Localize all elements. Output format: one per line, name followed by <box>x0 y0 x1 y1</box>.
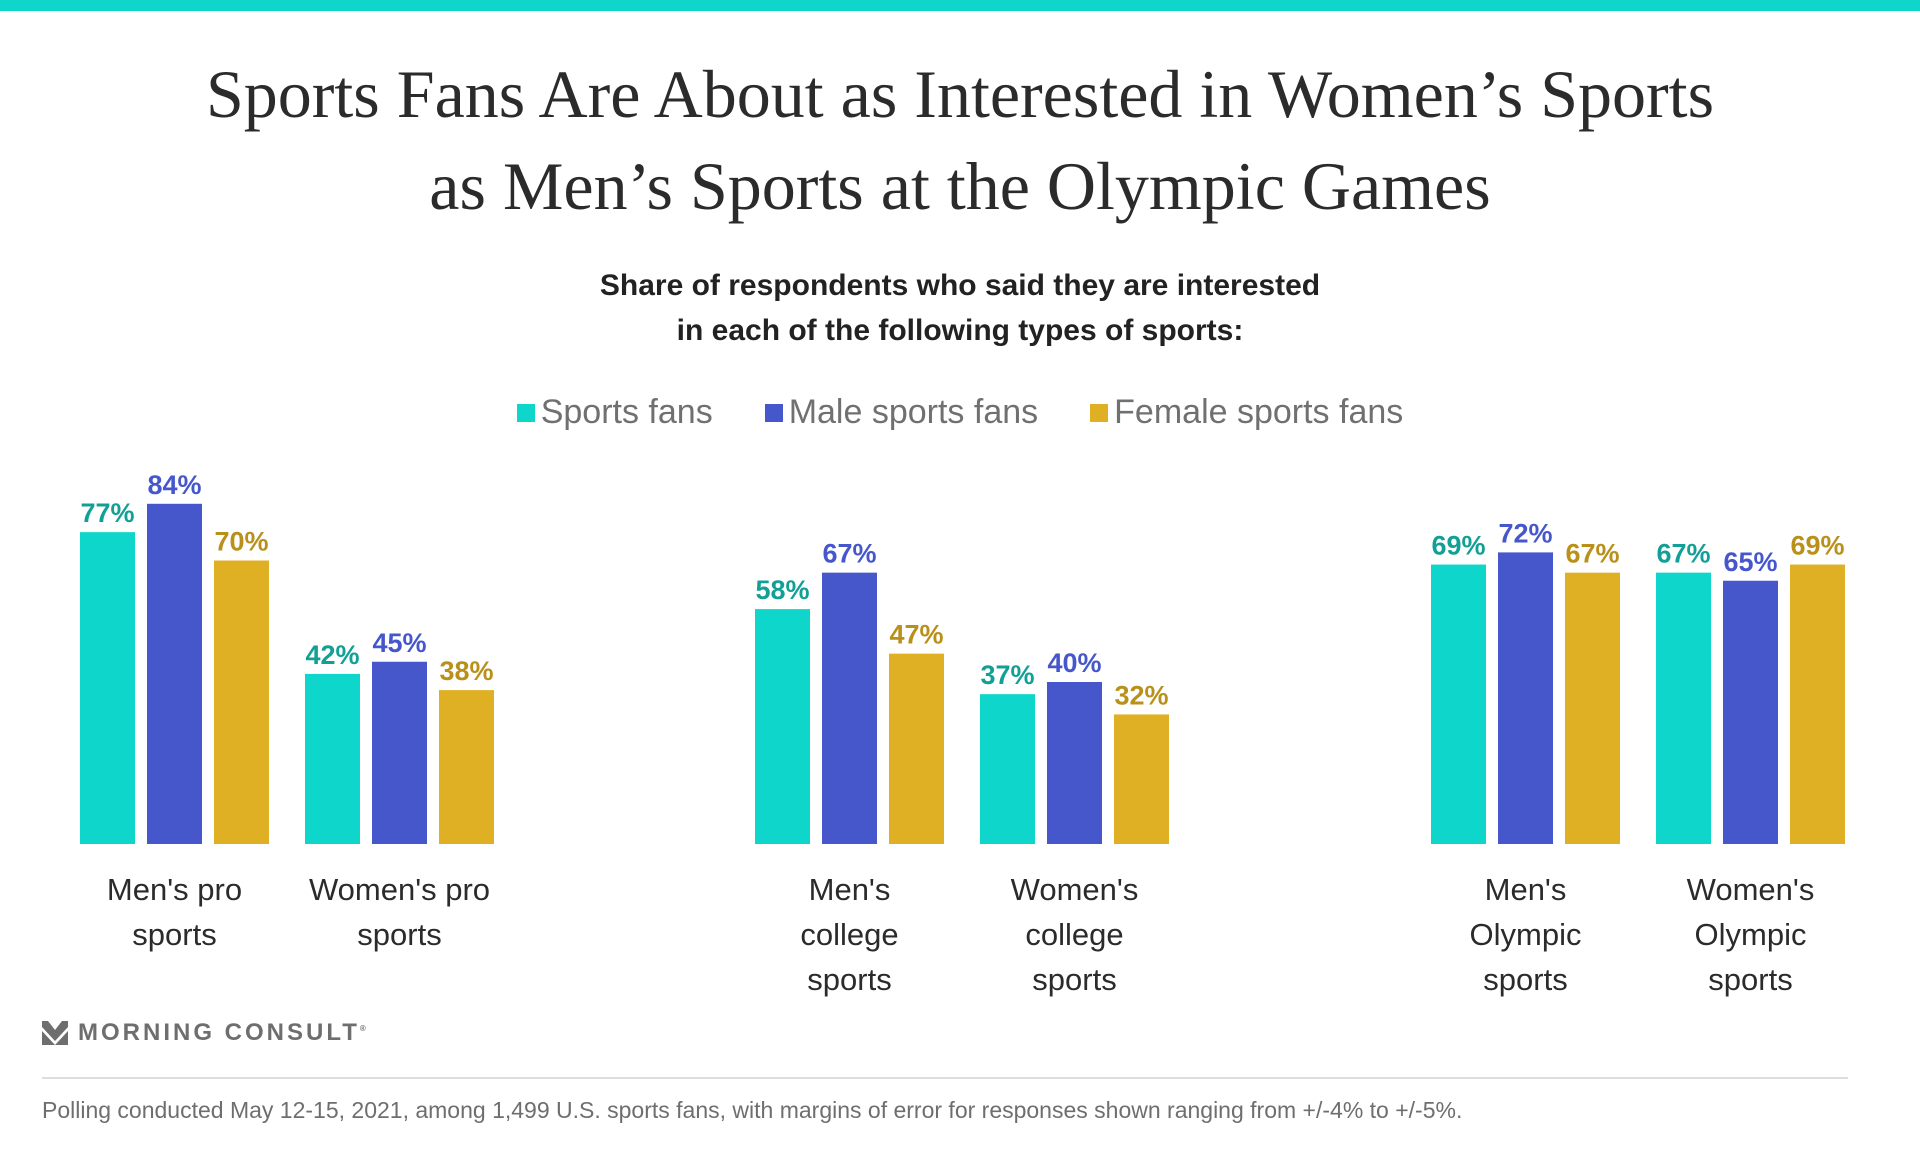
bar-group: 37% 40% 32% Women's college sports <box>980 648 1169 997</box>
category-label: Men's <box>809 872 891 907</box>
legend-swatch-male-sports-fans <box>764 403 783 422</box>
data-label: 69% <box>1790 531 1844 561</box>
morning-consult-logo-icon <box>42 1021 68 1045</box>
bar <box>980 694 1035 844</box>
category-label: Women's <box>1011 872 1139 907</box>
category-label: Men's pro <box>107 872 242 907</box>
data-label: 72% <box>1498 518 1552 548</box>
bar-group: 67% 65% 69% Women's Olympic sports <box>1656 531 1845 997</box>
data-label: 69% <box>1431 531 1485 561</box>
category-label: sports <box>1483 962 1567 997</box>
legend-swatch-female-sports-fans <box>1090 403 1109 422</box>
data-label: 32% <box>1114 680 1168 710</box>
category-label: Olympic <box>1470 917 1582 952</box>
footnote: Polling conducted May 12-15, 2021, among… <box>42 1097 1463 1123</box>
bar <box>1790 564 1845 844</box>
data-label: 58% <box>755 575 809 605</box>
legend-label: Male sports fans <box>788 393 1039 431</box>
data-label: 37% <box>980 660 1034 690</box>
data-label: 38% <box>439 656 493 686</box>
data-label: 40% <box>1047 648 1101 678</box>
top-accent-bar <box>0 0 1920 11</box>
bar-group: 77% 84% 70% Men's pro sports <box>80 470 269 952</box>
data-label: 67% <box>1656 539 1710 569</box>
bar <box>1656 572 1711 844</box>
bar <box>822 572 877 844</box>
footer-divider <box>42 1077 1848 1079</box>
legend: Sports fans Male sports fans Female spor… <box>0 393 1920 432</box>
bar <box>305 673 360 844</box>
bar <box>889 653 944 844</box>
bar-group: 58% 67% 47% Men's college sports <box>755 539 944 997</box>
bar <box>214 560 269 844</box>
data-label: 84% <box>147 470 201 500</box>
data-label: 42% <box>305 640 359 670</box>
legend-item-female-sports-fans: Female sports fans <box>1090 393 1403 432</box>
data-label: 45% <box>372 628 426 658</box>
data-label: 67% <box>1565 539 1619 569</box>
bar <box>1114 714 1169 844</box>
data-label: 47% <box>889 620 943 650</box>
category-label: sports <box>807 962 891 997</box>
bar <box>80 532 135 844</box>
bar <box>1723 580 1778 844</box>
bar <box>755 609 810 844</box>
category-label: Men's <box>1485 872 1567 907</box>
bar <box>1498 552 1553 844</box>
legend-item-sports-fans: Sports fans <box>516 393 713 432</box>
bar <box>147 503 202 844</box>
bar <box>1565 572 1620 844</box>
bar <box>1047 682 1102 844</box>
bar <box>1431 564 1486 844</box>
data-label: 77% <box>80 498 134 528</box>
legend-label: Female sports fans <box>1114 393 1404 431</box>
bar-chart: 77% 84% 70% Men's pro sports 42% 45% 38% Women's… <box>80 470 1845 997</box>
category-label: sports <box>357 917 441 952</box>
category-label: sports <box>132 917 216 952</box>
chart-subtitle-line-1: Share of respondents who said they are i… <box>599 269 1321 302</box>
category-label: college <box>800 917 898 952</box>
bar-group: 42% 45% 38% Women's pro sports <box>305 628 494 952</box>
legend-label: Sports fans <box>540 393 713 431</box>
category-label: Women's pro <box>309 872 490 907</box>
data-label: 70% <box>214 527 268 557</box>
category-label: sports <box>1708 962 1792 997</box>
bar-group: 69% 72% 67% Men's Olympic sports <box>1431 518 1620 997</box>
chart-title-line-1: Sports Fans Are About as Interested in W… <box>205 56 1715 132</box>
morning-consult-logo: MORNING CONSULT® <box>42 1019 366 1047</box>
category-label: college <box>1025 917 1123 952</box>
chart-title-line-2: as Men’s Sports at the Olympic Games <box>429 148 1491 224</box>
legend-item-male-sports-fans: Male sports fans <box>764 393 1039 432</box>
data-label: 67% <box>822 539 876 569</box>
category-label: Olympic <box>1695 917 1807 952</box>
legend-swatch-sports-fans <box>516 403 535 422</box>
category-label: sports <box>1032 962 1116 997</box>
chart-subtitle-line-2: in each of the following types of sports… <box>676 314 1244 347</box>
data-label: 65% <box>1723 547 1777 577</box>
logo-text: MORNING CONSULT® <box>78 1019 366 1046</box>
category-label: Women's <box>1687 872 1815 907</box>
bar <box>372 661 427 844</box>
bar <box>439 690 494 844</box>
